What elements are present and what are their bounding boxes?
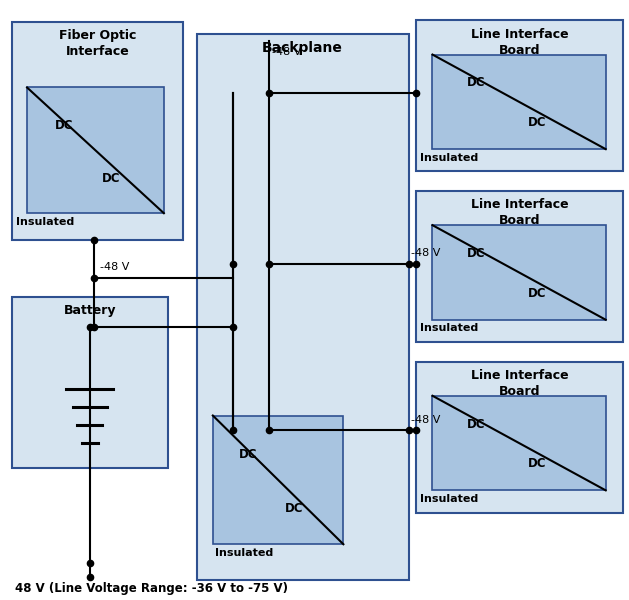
- Text: Backplane: Backplane: [262, 41, 343, 55]
- Text: DC: DC: [528, 287, 546, 300]
- Text: DC: DC: [528, 457, 546, 470]
- Text: Insulated: Insulated: [420, 153, 478, 163]
- Bar: [433, 55, 606, 149]
- Text: Battery: Battery: [64, 304, 116, 317]
- Bar: [12, 22, 182, 240]
- Text: -48 V: -48 V: [272, 47, 302, 58]
- Text: -48 V: -48 V: [411, 248, 440, 258]
- Bar: [27, 88, 164, 213]
- Text: -48 V: -48 V: [100, 262, 129, 272]
- Text: Fiber Optic
Interface: Fiber Optic Interface: [58, 29, 136, 58]
- Bar: [196, 34, 409, 580]
- Text: Insulated: Insulated: [16, 217, 74, 227]
- Text: DC: DC: [103, 172, 121, 185]
- Text: Line Interface
Board: Line Interface Board: [471, 28, 569, 56]
- Text: DC: DC: [467, 76, 486, 89]
- Text: DC: DC: [55, 119, 73, 132]
- Text: Insulated: Insulated: [420, 494, 478, 504]
- Bar: [213, 416, 343, 544]
- Bar: [416, 191, 623, 342]
- Text: DC: DC: [285, 502, 303, 515]
- Text: -48 V: -48 V: [411, 415, 440, 425]
- Bar: [12, 297, 168, 467]
- Bar: [433, 396, 606, 490]
- Bar: [416, 362, 623, 512]
- Text: DC: DC: [467, 247, 486, 260]
- Text: Line Interface
Board: Line Interface Board: [471, 369, 569, 398]
- Text: Insulated: Insulated: [215, 548, 274, 558]
- Text: DC: DC: [467, 418, 486, 431]
- Bar: [416, 20, 623, 171]
- Bar: [433, 225, 606, 320]
- Text: Line Interface
Board: Line Interface Board: [471, 198, 569, 227]
- Text: DC: DC: [528, 116, 546, 129]
- Text: DC: DC: [239, 448, 257, 461]
- Text: 48 V (Line Voltage Range: -36 V to -75 V): 48 V (Line Voltage Range: -36 V to -75 V…: [14, 582, 287, 595]
- Text: Insulated: Insulated: [420, 323, 478, 334]
